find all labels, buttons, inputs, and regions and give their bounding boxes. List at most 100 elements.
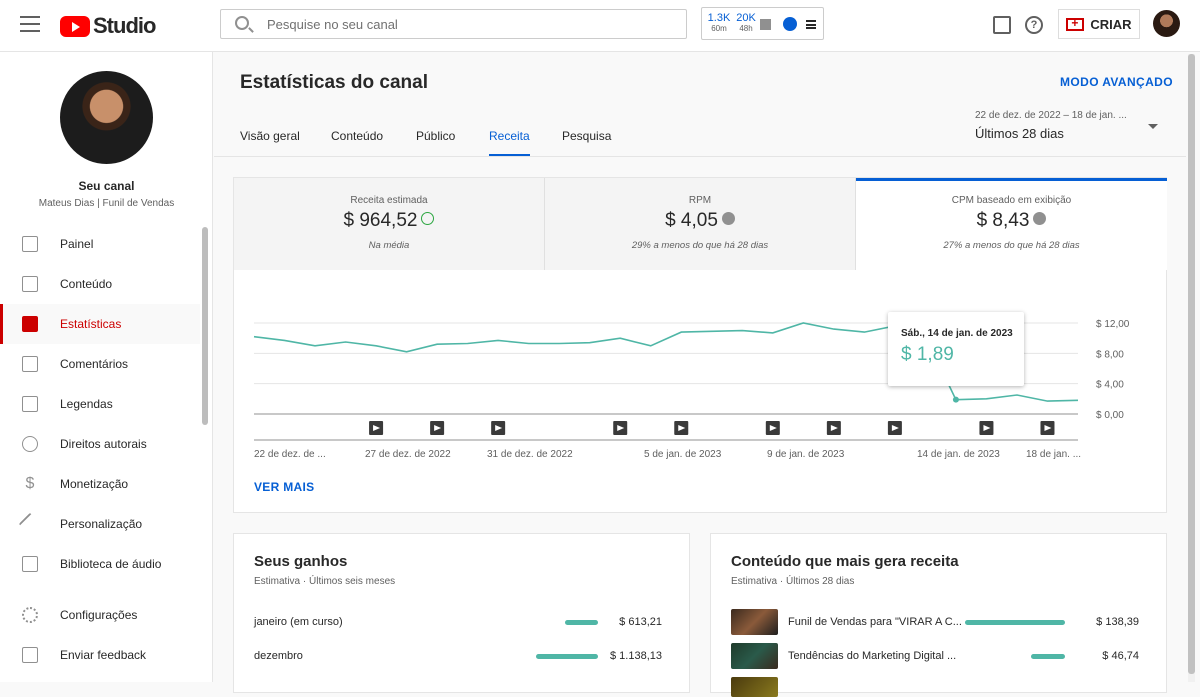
sidebar-item-direitos[interactable]: Direitos autorais bbox=[0, 424, 200, 464]
sidebar-item-label: Configurações bbox=[60, 608, 138, 622]
messages-icon[interactable] bbox=[993, 16, 1011, 34]
tooltip-value: $ 1,89 bbox=[901, 344, 954, 365]
list-item[interactable]: Tendências do Marketing Digital ... bbox=[788, 646, 956, 666]
logo-text: Studio bbox=[93, 13, 156, 38]
chevron-down-icon[interactable] bbox=[1148, 124, 1158, 129]
play-icon bbox=[769, 425, 777, 431]
channel-avatar[interactable] bbox=[60, 71, 153, 164]
copyright-icon bbox=[22, 436, 38, 452]
help-icon[interactable]: ? bbox=[1025, 16, 1043, 34]
sidebar-item-label: Legendas bbox=[60, 397, 113, 411]
page-title: Estatísticas do canal bbox=[240, 72, 428, 93]
subs-stat: 1.3K 60m bbox=[704, 12, 734, 33]
kpi-rpm[interactable]: RPM $ 4,05 29% a menos do que há 28 dias bbox=[545, 178, 856, 270]
sidebar-item-label: Painel bbox=[60, 237, 94, 251]
play-circle-icon[interactable] bbox=[783, 17, 797, 31]
sidebar-item-label: Estatísticas bbox=[60, 317, 122, 331]
sidebar-item-conteudo[interactable]: Conteúdo bbox=[0, 264, 200, 304]
video-thumbnail[interactable] bbox=[731, 643, 778, 669]
subs-value: 1.3K bbox=[707, 12, 731, 24]
views-stat: 20K 48h bbox=[731, 12, 761, 33]
kpi-label: RPM bbox=[688, 195, 712, 206]
earnings-subtitle: Estimativa · Últimos seis meses bbox=[254, 576, 396, 587]
tab-publico[interactable]: Público bbox=[416, 129, 456, 143]
studio-logo[interactable]: Studio bbox=[60, 13, 156, 39]
views-value: 20K bbox=[736, 12, 756, 24]
comments-icon bbox=[22, 356, 38, 372]
sidebar-item-label: Enviar feedback bbox=[60, 648, 147, 662]
advanced-mode-link[interactable]: MODO AVANÇADO bbox=[1060, 75, 1173, 89]
youtube-logo-icon bbox=[60, 15, 90, 37]
date-range[interactable]: 22 de dez. de 2022 – 18 de jan. ... bbox=[975, 110, 1127, 121]
tabs-divider bbox=[214, 156, 1186, 157]
page-scrollbar[interactable] bbox=[1188, 54, 1195, 682]
video-amount: $ 46,74 bbox=[1102, 650, 1139, 662]
sidebar-item-comentarios[interactable]: Comentários bbox=[0, 344, 200, 384]
video-plus-icon bbox=[1066, 16, 1085, 31]
tab-visao-geral[interactable]: Visão geral bbox=[240, 129, 300, 143]
search-input[interactable] bbox=[267, 15, 667, 33]
y-tick-label: $ 8,00 bbox=[1096, 349, 1124, 360]
see-more-link[interactable]: VER MAIS bbox=[254, 480, 315, 494]
dollar-icon: $ bbox=[25, 475, 35, 492]
chart-tooltip: Sáb., 14 de jan. de 2023 $ 1,89 bbox=[888, 312, 1024, 386]
kpi-label: CPM baseado em exibição bbox=[951, 195, 1072, 206]
sidebar-item-personalizacao[interactable]: Personalização bbox=[0, 504, 200, 544]
sidebar-item-monetizacao[interactable]: $ Monetização bbox=[0, 464, 200, 504]
sidebar-item-legendas[interactable]: Legendas bbox=[0, 384, 200, 424]
x-tick-label: 18 de jan. ... bbox=[1026, 449, 1081, 460]
tab-conteudo[interactable]: Conteúdo bbox=[331, 129, 384, 143]
list-item[interactable]: Funil de Vendas para "VIRAR A C... bbox=[788, 612, 962, 632]
earnings-card: Seus ganhos Estimativa · Últimos seis me… bbox=[233, 533, 690, 693]
tab-pesquisa[interactable]: Pesquisa bbox=[562, 129, 612, 143]
create-button[interactable]: CRIAR bbox=[1058, 9, 1140, 39]
sidebar-item-label: Conteúdo bbox=[60, 277, 113, 291]
sidebar-item-feedback[interactable]: Enviar feedback bbox=[0, 635, 200, 675]
main-content: Estatísticas do canal MODO AVANÇADO 22 d… bbox=[214, 52, 1186, 697]
gear-icon bbox=[22, 607, 38, 623]
revenue-card: Receita estimada $ 964,52 Na média RPM $… bbox=[233, 177, 1167, 513]
sidebar-scrollbar[interactable] bbox=[202, 227, 208, 425]
video-title: Funil de Vendas para "VIRAR A C... bbox=[788, 616, 962, 628]
kpi-value: $ 964,52 bbox=[343, 210, 418, 231]
video-thumbnail[interactable] bbox=[731, 677, 778, 697]
sidebar-item-estatisticas[interactable]: Estatísticas bbox=[0, 304, 200, 344]
x-tick-label: 14 de jan. de 2023 bbox=[917, 449, 1000, 460]
play-icon bbox=[434, 425, 442, 431]
check-circle-icon bbox=[421, 212, 435, 225]
kpi-label: Receita estimada bbox=[350, 195, 428, 206]
audio-library-icon bbox=[22, 556, 38, 572]
video-thumbnail[interactable] bbox=[731, 609, 778, 635]
y-tick-label: $ 0,00 bbox=[1096, 410, 1124, 421]
revenue-bar bbox=[1031, 654, 1065, 659]
kpi-estimated-revenue[interactable]: Receita estimada $ 964,52 Na média bbox=[234, 178, 545, 270]
sidebar-item-configuracoes[interactable]: Configurações bbox=[0, 595, 200, 635]
feedback-icon bbox=[22, 647, 38, 663]
bar-chart-icon[interactable] bbox=[760, 19, 771, 30]
analytics-icon bbox=[22, 316, 38, 332]
top-content-subtitle: Estimativa · Últimos 28 dias bbox=[731, 576, 855, 587]
kpi-note: 27% a menos do que há 28 dias bbox=[943, 240, 1080, 251]
kpi-value: $ 4,05 bbox=[665, 210, 718, 231]
highlight-point bbox=[952, 396, 959, 403]
x-tick-label: 31 de dez. de 2022 bbox=[487, 449, 573, 460]
account-avatar[interactable] bbox=[1153, 10, 1180, 37]
kpi-value: $ 8,43 bbox=[976, 210, 1030, 231]
play-icon bbox=[1044, 425, 1052, 431]
revenue-line-chart[interactable]: 22 de dez. de ... 27 de dez. de 2022 31 de… bbox=[234, 298, 1168, 498]
search-box[interactable] bbox=[220, 9, 687, 39]
kpi-note: 29% a menos do que há 28 dias bbox=[631, 240, 769, 251]
date-label[interactable]: Últimos 28 dias bbox=[975, 126, 1064, 141]
menu-icon[interactable] bbox=[20, 16, 40, 32]
realtime-stats[interactable]: 1.3K 60m 20K 48h bbox=[701, 7, 824, 40]
list-item[interactable]: dezembro bbox=[254, 646, 303, 666]
sidebar-item-biblioteca[interactable]: Biblioteca de áudio bbox=[0, 544, 200, 584]
sidebar-item-painel[interactable]: Painel bbox=[0, 224, 200, 264]
y-tick-label: $ 12,00 bbox=[1096, 319, 1130, 330]
play-icon bbox=[983, 425, 991, 431]
tab-receita[interactable]: Receita bbox=[489, 129, 530, 156]
kpi-cpm[interactable]: CPM baseado em exibição $ 8,43 27% a men… bbox=[856, 178, 1167, 270]
magic-wand-icon bbox=[18, 512, 42, 536]
list-icon[interactable] bbox=[806, 20, 816, 29]
list-item[interactable]: janeiro (em curso) bbox=[254, 612, 343, 632]
